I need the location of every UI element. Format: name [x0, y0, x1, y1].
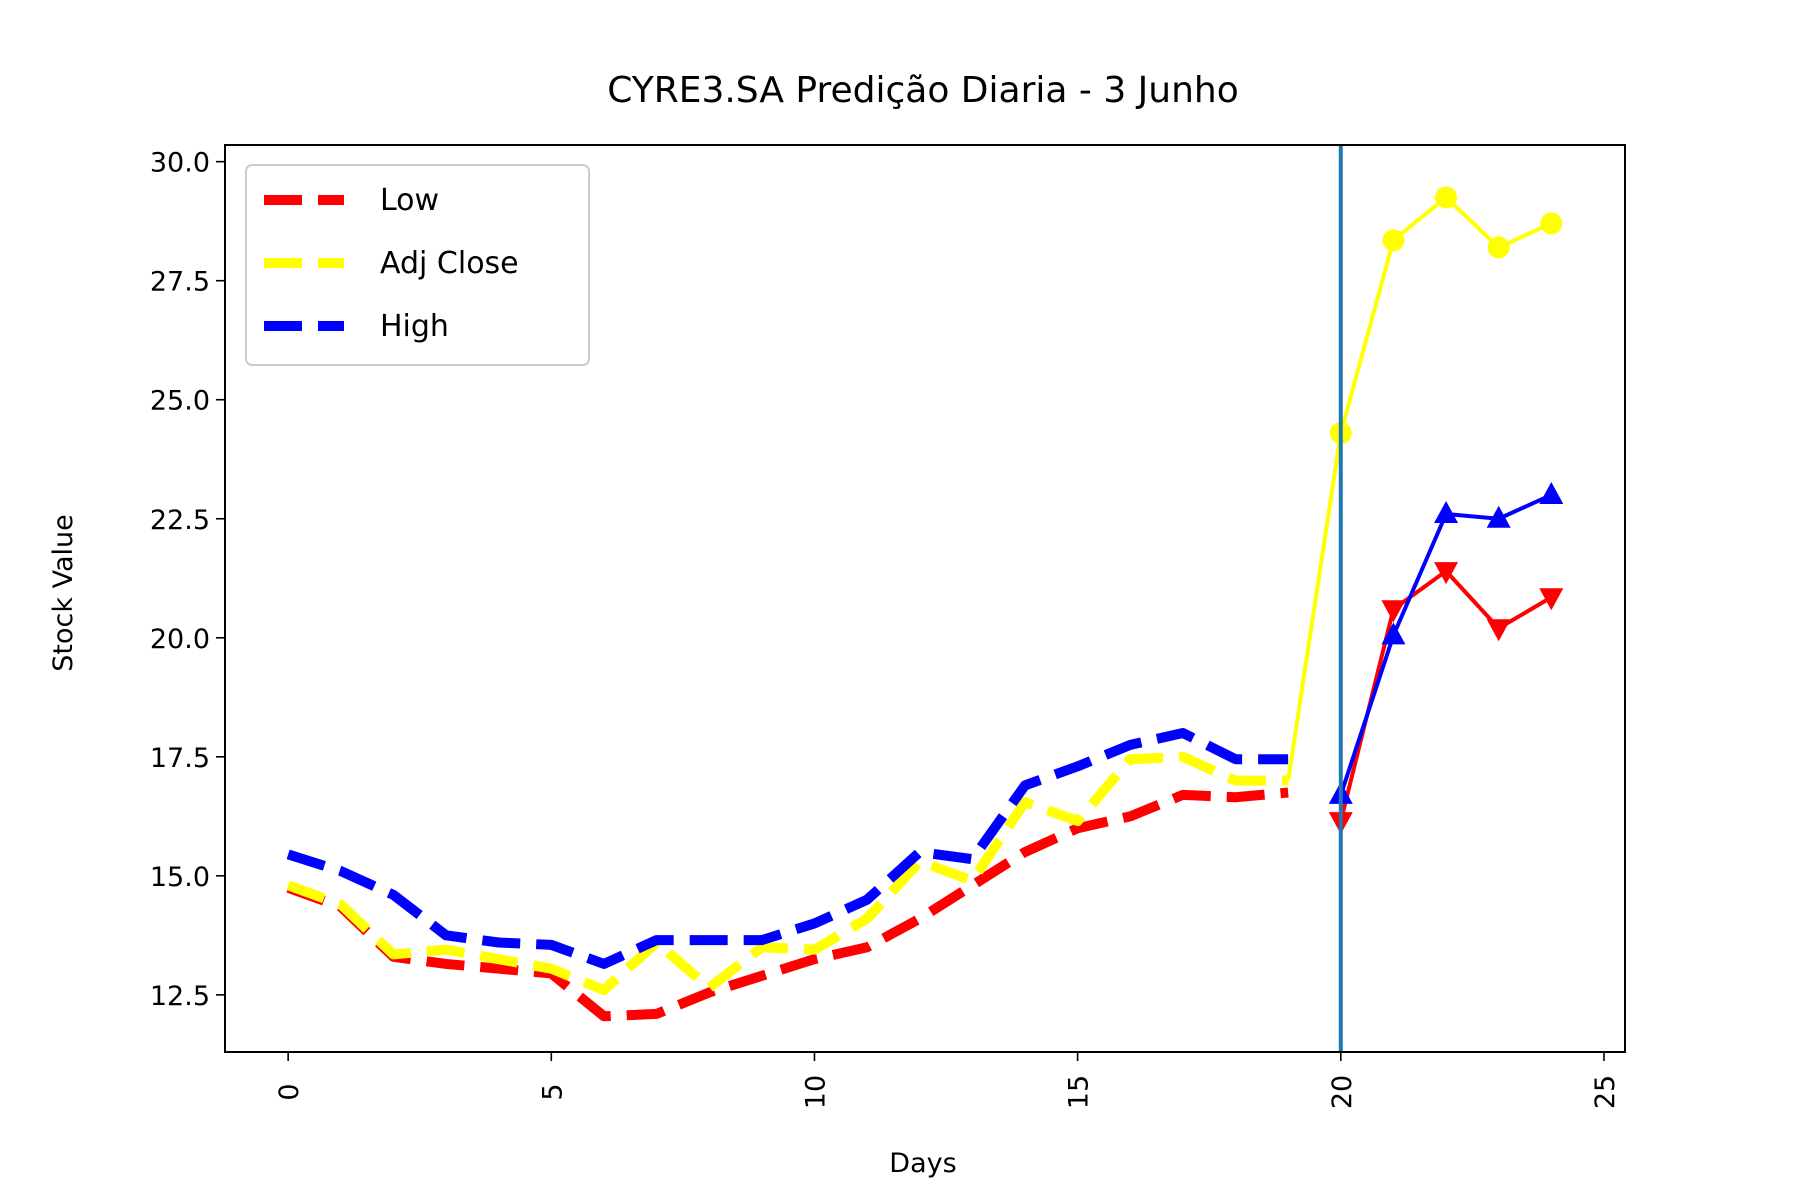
x-tick-label: 25: [1590, 1075, 1621, 1109]
x-tick-label: 5: [537, 1083, 568, 1100]
data-point-low: [1434, 562, 1459, 585]
chart-title: CYRE3.SA Predição Diaria - 3 Junho: [607, 70, 1239, 111]
y-tick-label: 12.5: [150, 981, 210, 1012]
data-point-high: [1381, 622, 1406, 645]
data-point-adj-close: [1435, 186, 1458, 209]
x-tick-label: 0: [274, 1083, 305, 1100]
y-tick-label: 15.0: [150, 862, 210, 893]
data-point-adj-close: [1487, 236, 1510, 259]
legend-label: High: [380, 309, 449, 344]
legend-label: Low: [380, 183, 439, 218]
y-tick-label: 17.5: [150, 743, 210, 774]
data-point-high: [1486, 505, 1511, 528]
y-tick-label: 27.5: [150, 267, 210, 298]
data-point-low: [1381, 600, 1406, 623]
data-point-low: [1486, 619, 1511, 642]
series-line-low-historical: [286, 787, 1289, 1022]
data-point-low: [1539, 588, 1564, 611]
axes-frame: [224, 144, 1626, 1053]
legend: Low Adj Close High: [245, 164, 590, 366]
x-tick-label: 20: [1327, 1075, 1358, 1109]
plot-area: 0 5 10 15 20 25 12.5 15.0 17.5 20.0 22.5 25.0 27.5 30…: [150, 144, 1626, 1109]
data-point-high: [1539, 481, 1564, 504]
y-tick-label: 30.0: [150, 148, 210, 179]
x-tick-label: 15: [1064, 1075, 1095, 1109]
y-axis-label: Stock Value: [48, 514, 79, 671]
y-tick-label: 25.0: [150, 386, 210, 417]
series-line-adj-close-historical: [286, 751, 1289, 996]
data-point-high: [1434, 500, 1459, 523]
series-line-high-historical: [286, 728, 1289, 969]
x-tick-label: 10: [800, 1075, 831, 1109]
y-tick-label: 22.5: [150, 505, 210, 536]
y-tick-label: 20.0: [150, 624, 210, 655]
data-point-adj-close: [1540, 212, 1563, 235]
data-point-adj-close: [1382, 229, 1405, 252]
legend-label: Adj Close: [380, 246, 519, 281]
x-axis-label: Days: [889, 1148, 956, 1179]
legend-box: [245, 164, 590, 366]
